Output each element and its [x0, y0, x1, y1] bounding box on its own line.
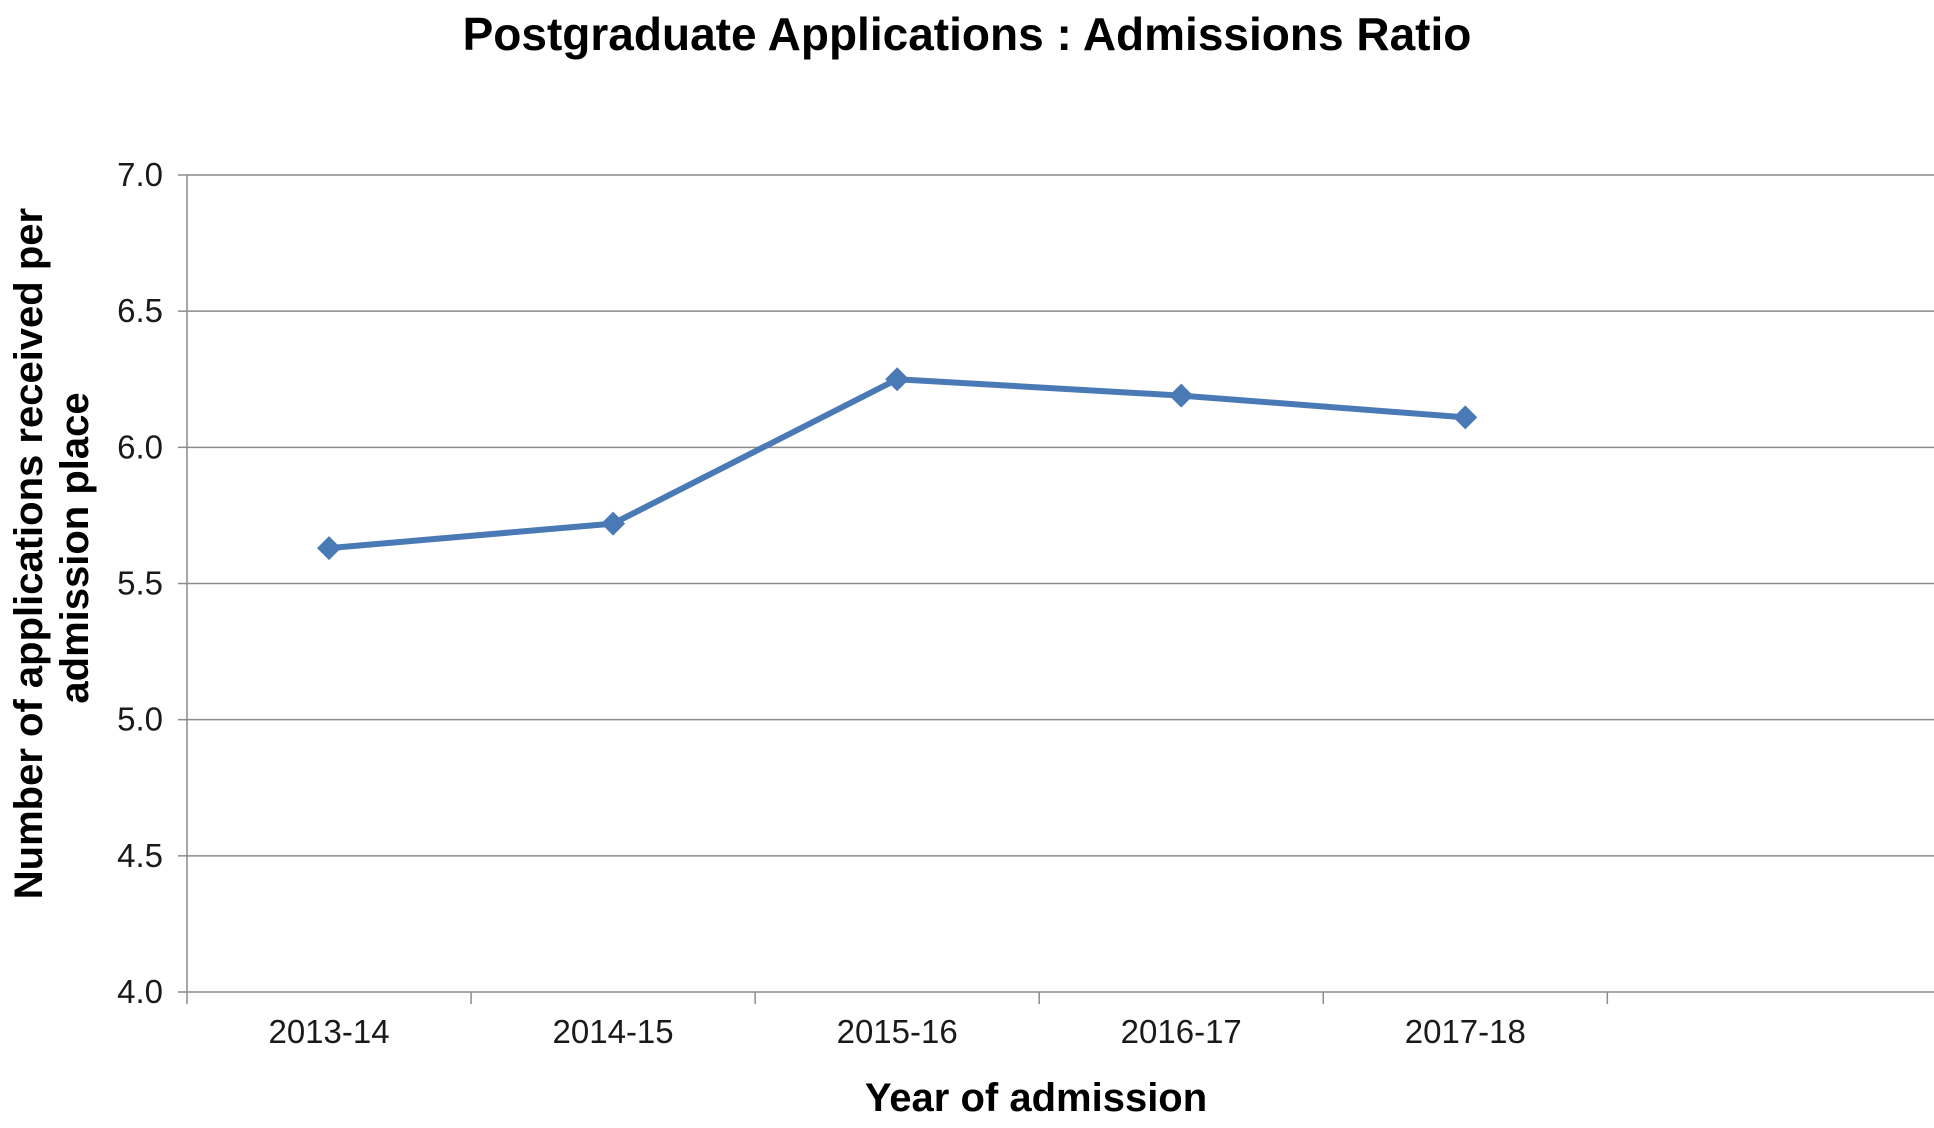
y-tick-labels: 4.0 4.5 5.0 5.5 6.0 6.5 7.0 [117, 156, 163, 1010]
y-tick-label: 5.0 [117, 701, 163, 738]
series-line [326, 376, 1469, 552]
data-point-marker [885, 367, 910, 392]
x-tick-label: 2016-17 [1121, 1013, 1242, 1050]
x-tick-label: 2013-14 [268, 1013, 389, 1050]
series-layer [317, 367, 1478, 561]
x-tick-label: 2015-16 [837, 1013, 958, 1050]
y-axis-title-line-2: admission place [53, 392, 97, 703]
svg-text:Number of applications receive: Number of applications received per admi… [7, 197, 97, 899]
data-point-marker [1453, 405, 1478, 430]
x-axis-title: Year of admission [865, 1076, 1207, 1120]
data-point-marker [317, 536, 342, 561]
x-tick-label: 2017-18 [1405, 1013, 1526, 1050]
y-tick-label: 4.0 [117, 973, 163, 1010]
x-tick-labels: 2013-14 2014-15 2015-16 2016-17 2017-18 [268, 1013, 1525, 1050]
y-tick-label: 4.5 [117, 837, 163, 874]
y-axis-title: Number of applications received per admi… [7, 197, 97, 899]
y-tick-label: 6.0 [117, 428, 163, 465]
gridlines [187, 174, 1934, 993]
data-point-marker [1169, 383, 1194, 408]
y-axis-title-line-1: Number of applications received per [7, 208, 51, 899]
axes [178, 174, 1609, 1004]
y-tick-label: 6.5 [117, 292, 163, 329]
y-tick-label: 7.0 [117, 156, 163, 193]
data-point-marker [601, 511, 626, 536]
x-tick-label: 2014-15 [553, 1013, 674, 1050]
y-tick-label: 5.5 [117, 565, 163, 602]
chart-title: Postgraduate Applications : Admissions R… [463, 8, 1472, 60]
